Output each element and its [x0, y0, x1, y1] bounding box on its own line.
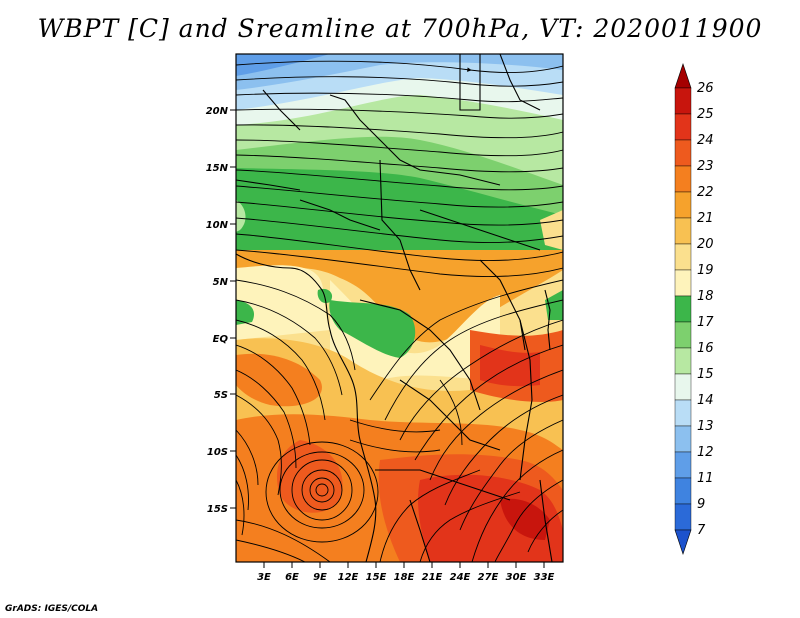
lat-label: 5S: [214, 390, 228, 401]
lat-label: EQ: [213, 334, 229, 345]
colorbar-swatch: [674, 113, 692, 141]
latitude-axis: 20N 15N 10N 5N EQ 5S 10S 15S: [206, 106, 236, 515]
lon-label: 33E: [534, 572, 555, 583]
longitude-axis: 3E 6E 9E 12E 15E 18E 21E 24E 27E 30E 33E: [257, 562, 555, 583]
colorbar-label: 24: [697, 133, 714, 148]
colorbar-swatch: [674, 373, 692, 401]
colorbar-swatch: [674, 191, 692, 219]
colorbar-top-arrow: [674, 63, 692, 89]
colorbar-swatch: [674, 139, 692, 167]
colorbar-label: 7: [697, 523, 706, 538]
map-title: WBPT [C] and Sreamline at 700hPa, VT: 20…: [37, 14, 763, 43]
colorbar-label: 23: [697, 159, 714, 174]
lon-label: 3E: [257, 572, 271, 583]
colorbar-label: 12: [697, 445, 714, 460]
streamlines: [236, 60, 563, 562]
colorbar-label: 9: [697, 497, 705, 512]
colorbar-label: 25: [697, 107, 714, 122]
wbpt-field: [236, 54, 563, 562]
lon-label: 12E: [338, 572, 359, 583]
lon-label: 6E: [285, 572, 299, 583]
colorbar-bottom-arrow: [674, 529, 692, 555]
colorbar-label: 26: [697, 81, 714, 96]
grads-credit: GrADS: IGES/COLA: [5, 604, 99, 614]
lat-label: 10N: [206, 220, 229, 231]
colorbar-label: 17: [697, 315, 714, 330]
colorbar-label: 19: [697, 263, 714, 278]
colorbar-swatch: [674, 399, 692, 427]
lat-label: 15S: [207, 504, 228, 515]
colorbar-label: 21: [697, 211, 714, 226]
colorbar-swatch: [674, 451, 692, 479]
lon-label: 15E: [366, 572, 387, 583]
colorbar-label: 20: [697, 237, 714, 252]
lon-label: 18E: [394, 572, 415, 583]
lat-label: 15N: [206, 163, 229, 174]
colorbar-label: 13: [697, 419, 714, 434]
lat-label: 10S: [207, 447, 228, 458]
lon-label: 21E: [422, 572, 443, 583]
colorbar-swatch: [674, 347, 692, 375]
lat-label: 20N: [206, 106, 229, 117]
colorbar-swatch: [674, 243, 692, 271]
colorbar-swatch: [674, 321, 692, 349]
lon-label: 27E: [478, 572, 499, 583]
map-frame: [235, 53, 564, 563]
colorbar-swatch: [674, 503, 692, 531]
lon-label: 30E: [506, 572, 527, 583]
colorbar-swatch: [674, 87, 692, 115]
colorbar-swatch: [674, 425, 692, 453]
colorbar-label: 15: [697, 367, 714, 382]
colorbar-swatch: [674, 477, 692, 505]
colorbar: 26 25 24 23 22 21 20 19 18 17 16 15 14 13 12 11 9 7: [674, 63, 714, 555]
lon-label: 24E: [450, 572, 471, 583]
colorbar-label: 18: [697, 289, 714, 304]
lon-label: 9E: [313, 572, 327, 583]
colorbar-label: 22: [697, 185, 714, 200]
colorbar-label: 16: [697, 341, 714, 356]
colorbar-swatch: [674, 165, 692, 193]
colorbar-label: 14: [697, 393, 714, 408]
lat-label: 5N: [213, 277, 229, 288]
colorbar-label: 11: [697, 471, 714, 486]
country-borders: [236, 54, 553, 562]
colorbar-swatch: [674, 269, 692, 297]
colorbar-swatch: [674, 295, 692, 323]
colorbar-swatch: [674, 217, 692, 245]
